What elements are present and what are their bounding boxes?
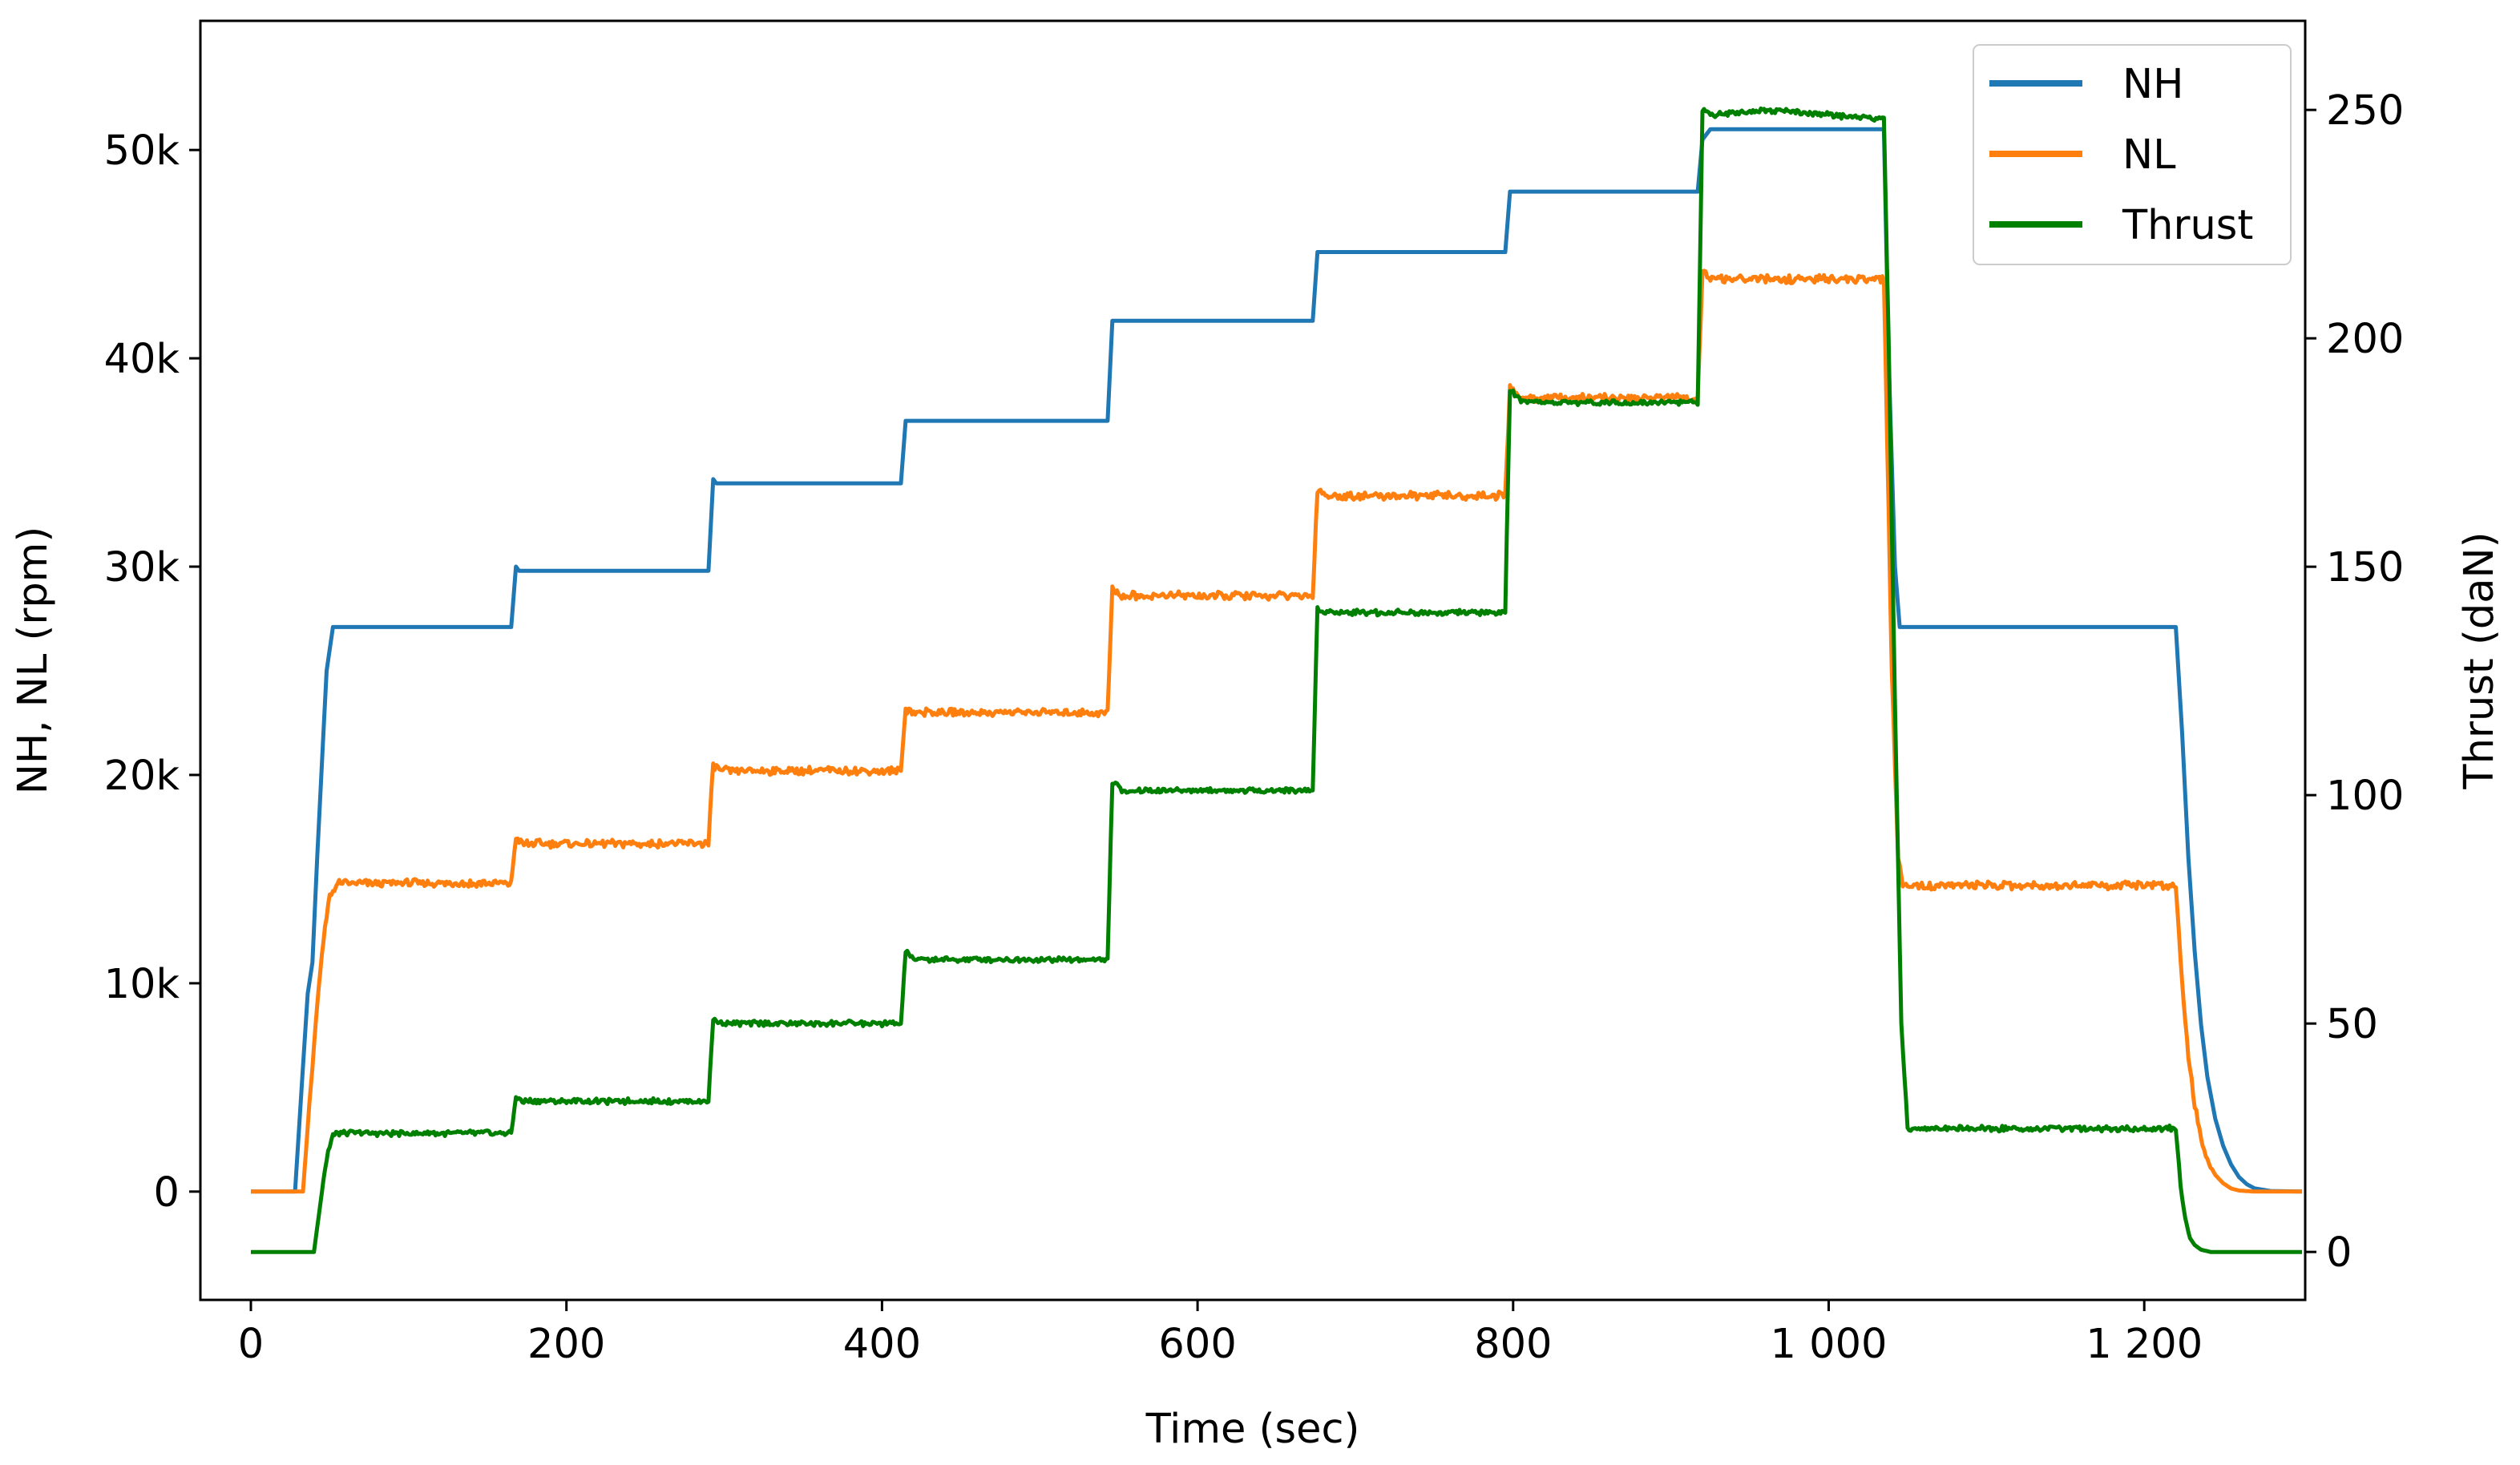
y-tick-label: 50k [104,127,180,175]
x-tick-label: 1 200 [2086,1321,2203,1368]
y2-tick-label: 100 [2326,773,2404,820]
series-line-nl [250,268,2303,1194]
y2-tick-label: 0 [2326,1229,2352,1277]
y2-tick-label: 200 [2326,316,2404,363]
x-tick-label: 0 [238,1321,264,1368]
y2-tick-label: 150 [2326,544,2404,591]
y2-tick-label: 250 [2326,87,2404,135]
y-tick-label: 0 [154,1169,180,1217]
y-tick-label: 40k [104,336,180,383]
series-line-thrust [250,106,2303,1254]
y-tick-label: 20k [104,753,180,800]
x-tick-label: 200 [527,1321,605,1368]
x-tick-label: 800 [1474,1321,1552,1368]
x-axis-label: Time (sec) [1145,1406,1360,1453]
plot-area-frame [199,19,2307,1302]
x-tick-label: 400 [843,1321,921,1368]
legend-box [1973,44,2292,265]
legend-label-nh: NH [2122,61,2184,108]
series-layer [250,106,2303,1254]
y-axis-ticks: 0 10k 20k 30k 40k 50k [104,127,200,1217]
y2-axis-ticks: 0 50 100 150 200 250 [2305,87,2404,1277]
legend-label-thrust: Thrust [2122,202,2253,249]
y-tick-label: 30k [104,544,180,591]
legend-label-nl: NL [2122,131,2176,179]
x-tick-label: 1 000 [1771,1321,1888,1368]
x-tick-label: 600 [1158,1321,1236,1368]
series-line-nh [251,127,2303,1194]
y-tick-label: 10k [104,961,180,1008]
x-axis-ticks: 0 200 400 600 800 1 000 1 200 [238,1300,2203,1368]
y2-axis-label: Thrust (daN) [2456,531,2503,789]
legend: NH NL Thrust [1973,44,2292,265]
y2-tick-label: 50 [2326,1001,2378,1048]
y-axis-label: NH, NL (rpm) [10,527,57,795]
